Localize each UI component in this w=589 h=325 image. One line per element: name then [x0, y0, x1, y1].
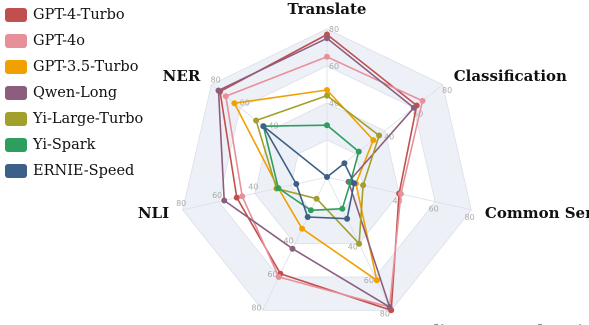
data-point — [339, 205, 346, 212]
legend-swatch — [5, 138, 27, 152]
radar-axis-labels: Translate Classification Common Sense Readi… — [138, 0, 589, 325]
tick-label: 60 — [212, 191, 222, 200]
tick-label: 40 — [329, 99, 339, 108]
grid-spoke — [182, 176, 328, 211]
data-point — [356, 240, 363, 247]
radar-grid — [182, 28, 472, 311]
legend-swatch — [5, 86, 27, 100]
data-point — [360, 182, 367, 189]
axis-label: NLI — [138, 204, 169, 222]
tick-label: 80 — [465, 213, 475, 222]
legend-item: Yi-Large-Turbo — [5, 106, 143, 132]
axis-label: Translate — [288, 0, 367, 18]
series-line — [217, 37, 415, 308]
legend-item: Qwen-Long — [5, 80, 143, 106]
data-point — [324, 92, 330, 99]
tick-label: 40 — [393, 196, 403, 205]
series-group — [215, 35, 417, 310]
legend-item: ERNIE-Speed — [5, 158, 143, 184]
tick-label: 60 — [429, 205, 439, 214]
data-point — [324, 35, 330, 42]
series-line — [262, 124, 360, 212]
tick-label: 80 — [176, 199, 186, 208]
data-point — [397, 190, 404, 197]
data-point — [324, 53, 330, 60]
data-point — [275, 185, 282, 192]
data-point — [275, 274, 282, 280]
data-point — [260, 123, 267, 130]
legend-label: Yi-Spark — [33, 137, 96, 153]
data-point — [324, 174, 330, 180]
data-point — [299, 225, 306, 232]
data-point — [370, 137, 377, 144]
tick-label: 40 — [284, 237, 294, 246]
legend-item: GPT-4o — [5, 28, 143, 54]
data-point — [239, 193, 246, 200]
radar-series — [215, 31, 426, 314]
legend-label: GPT-4o — [33, 33, 85, 49]
axis-label: Classification — [454, 67, 567, 85]
legend-label: Yi-Large-Turbo — [33, 111, 144, 127]
tick-label: 60 — [240, 98, 250, 107]
data-point — [373, 277, 380, 284]
legend-swatch — [5, 112, 27, 126]
series-line — [255, 94, 380, 245]
legend: GPT-4-Turbo GPT-4o GPT-3.5-Turbo Qwen-Lo… — [5, 2, 143, 184]
data-point — [313, 195, 320, 202]
tick-label: 40 — [348, 243, 358, 252]
data-point — [289, 245, 296, 252]
series-group — [253, 92, 383, 247]
data-point — [304, 214, 311, 220]
data-point — [355, 148, 362, 155]
axis-label: Reading Comprehension — [397, 322, 589, 325]
axis-label: NER — [163, 67, 201, 85]
legend-label: GPT-4-Turbo — [33, 7, 125, 23]
series-line — [225, 55, 424, 308]
series-group — [260, 123, 358, 222]
tick-label: 40 — [248, 183, 258, 192]
axis-label: QA — [232, 322, 257, 325]
data-point — [324, 87, 330, 93]
legend-label: Qwen-Long — [33, 85, 118, 101]
axis-label: Common Sense — [485, 204, 589, 222]
tick-label: 60 — [267, 270, 277, 279]
legend-swatch — [5, 60, 27, 74]
legend-swatch — [5, 34, 27, 48]
data-point — [341, 160, 348, 167]
tick-label: 80 — [251, 303, 261, 312]
data-point — [410, 104, 417, 111]
data-point — [221, 197, 228, 204]
radar-tick-labels: 4060804060804060804060804060804060804060… — [176, 25, 475, 318]
series-line — [233, 89, 378, 282]
data-point — [231, 100, 238, 107]
data-point — [386, 304, 393, 310]
data-point — [293, 181, 300, 187]
data-point — [351, 180, 358, 187]
legend-label: GPT-3.5-Turbo — [33, 59, 139, 75]
legend-item: GPT-3.5-Turbo — [5, 54, 143, 80]
data-point — [344, 215, 351, 222]
legend-swatch — [5, 8, 27, 22]
data-point — [253, 117, 260, 124]
data-point — [376, 132, 383, 139]
tick-label: 60 — [364, 276, 374, 285]
tick-label: 80 — [329, 25, 339, 34]
legend-label: ERNIE-Speed — [33, 163, 135, 179]
tick-label: 80 — [380, 309, 390, 318]
legend-swatch — [5, 164, 27, 178]
data-point — [419, 97, 426, 104]
tick-label: 60 — [413, 109, 423, 118]
data-point — [215, 87, 222, 94]
data-point — [324, 122, 330, 129]
tick-label: 80 — [211, 75, 221, 84]
legend-item: GPT-4-Turbo — [5, 2, 143, 28]
data-point — [307, 207, 314, 214]
tick-label: 80 — [442, 86, 452, 95]
legend-item: Yi-Spark — [5, 132, 143, 158]
series-line — [262, 125, 355, 220]
data-point — [222, 93, 229, 100]
tick-label: 60 — [329, 62, 339, 71]
data-point — [233, 194, 240, 201]
